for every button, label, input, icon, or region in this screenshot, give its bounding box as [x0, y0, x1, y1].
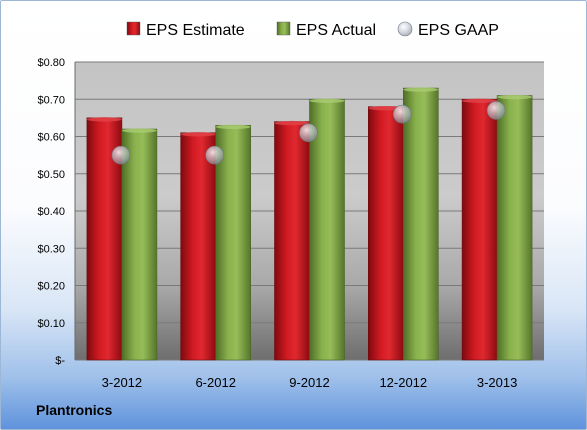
bar-eps-actual	[121, 128, 158, 361]
legend-label: EPS Estimate	[146, 22, 245, 39]
legend-label: EPS Actual	[296, 22, 376, 39]
legend-swatch	[126, 21, 141, 36]
y-tick-label: $0.10	[37, 318, 65, 330]
y-tick-label: $-	[55, 355, 65, 367]
bar-top-highlight	[462, 98, 498, 103]
bar-eps-actual	[496, 95, 533, 361]
bar-eps-estimate	[180, 132, 216, 361]
bar-top-highlight	[497, 94, 533, 100]
x-tick-label: 9-2012	[289, 375, 329, 390]
bar-top-highlight	[121, 128, 157, 133]
bar-eps-actual	[215, 125, 251, 361]
legend-swatch	[276, 21, 291, 36]
x-tick-label: 3-2012	[102, 375, 142, 390]
bar-top-highlight	[215, 124, 251, 130]
bar-top-highlight	[274, 120, 310, 126]
y-axis: $- $0.10 $0.20 $0.30 $0.40 $0.50 $0.60 $0.70 $0.…	[37, 57, 76, 367]
bar-eps-actual	[402, 87, 439, 361]
y-tick-label: $0.60	[37, 132, 65, 144]
marker-eps-gaap	[299, 123, 318, 143]
bar-eps-estimate	[461, 98, 498, 361]
legend: EPS Estimate EPS Actual EPS GAAP	[126, 21, 499, 39]
marker-eps-gaap	[205, 145, 224, 165]
x-axis: 3-2012 6-2012 9-2012 12-2012 3-2013	[102, 375, 518, 390]
y-tick-label: $0.70	[37, 94, 65, 106]
legend-swatch	[397, 21, 413, 37]
legend-label: EPS GAAP	[418, 22, 499, 39]
y-tick-label: $0.50	[37, 169, 65, 181]
x-tick-label: 6-2012	[195, 375, 235, 390]
y-tick-label: $0.80	[37, 57, 65, 69]
y-tick-label: $0.30	[37, 243, 65, 255]
y-tick-label: $0.20	[37, 281, 65, 293]
company-label: Plantronics	[36, 402, 113, 418]
y-tick-label: $0.40	[37, 206, 65, 218]
bar-top-highlight	[86, 117, 122, 122]
x-tick-label: 3-2013	[477, 375, 517, 390]
bar-marks	[86, 87, 533, 361]
bar-eps-estimate	[367, 106, 404, 361]
bar-top-highlight	[403, 87, 439, 92]
bar-eps-estimate	[274, 121, 310, 361]
bar-top-highlight	[309, 98, 345, 103]
marker-eps-gaap	[486, 101, 506, 120]
marker-eps-gaap	[111, 145, 131, 165]
x-tick-label: 12-2012	[379, 375, 427, 390]
marker-eps-gaap	[392, 104, 412, 124]
bar-top-highlight	[180, 132, 216, 137]
gaap-markers	[111, 101, 506, 165]
